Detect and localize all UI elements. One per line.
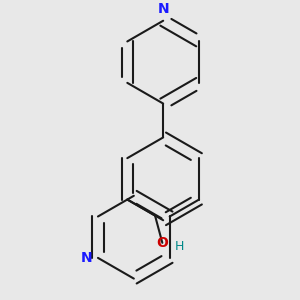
Text: N: N: [81, 251, 92, 265]
Text: H: H: [175, 240, 184, 253]
Text: O: O: [156, 236, 168, 250]
Text: N: N: [158, 2, 169, 16]
